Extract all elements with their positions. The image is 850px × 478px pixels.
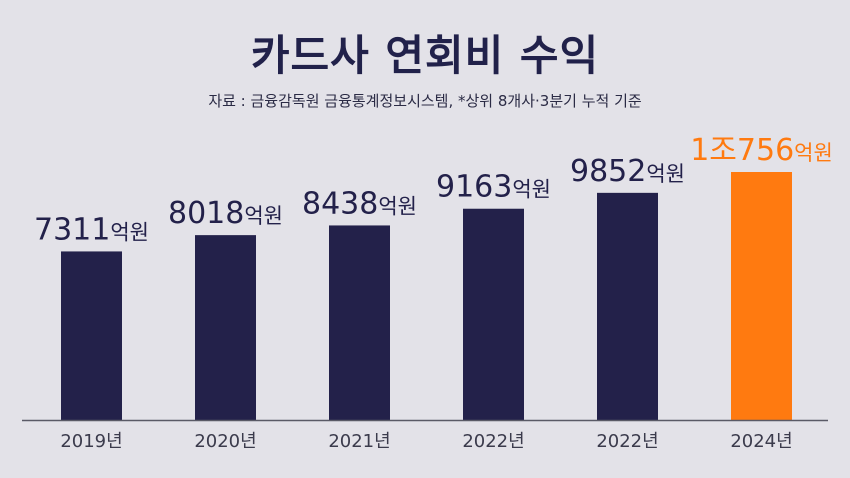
value-label-number: 8438 <box>302 186 378 221</box>
chart-title: 카드사 연회비 수익 <box>250 31 600 80</box>
x-tick-label-2: 2021년 <box>328 431 390 452</box>
bar-2 <box>329 225 390 420</box>
x-tick-label-3: 2022년 <box>462 431 524 452</box>
bars-group <box>61 172 792 420</box>
value-label-2: 8438억원 <box>302 186 417 221</box>
value-label-number: 7311 <box>34 212 110 247</box>
value-label-0: 7311억원 <box>34 212 149 247</box>
x-tick-label-4: 2022년 <box>596 431 658 452</box>
x-tick-label-0: 2019년 <box>60 431 122 452</box>
value-label-4: 9852억원 <box>570 154 685 189</box>
x-tick-label-1: 2020년 <box>194 431 256 452</box>
bar-1 <box>195 235 256 420</box>
value-label-unit: 억원 <box>378 194 417 218</box>
value-label-number: 9163 <box>436 170 512 205</box>
bar-0 <box>61 251 122 420</box>
value-label-unit: 억원 <box>794 141 833 165</box>
value-label-1: 8018억원 <box>168 196 283 231</box>
value-label-3: 9163억원 <box>436 170 551 205</box>
value-label-unit: 억원 <box>110 220 149 244</box>
value-label-unit: 억원 <box>646 162 685 186</box>
bar-3 <box>463 208 524 420</box>
value-label-number: 8018 <box>168 196 244 231</box>
source-note: 자료 : 금융감독원 금융통계정보시스템, *상위 8개사·3분기 누적 기준 <box>208 92 642 110</box>
value-label-number: 9852 <box>570 154 646 189</box>
bar-4 <box>597 192 658 420</box>
bar-5 <box>731 172 792 420</box>
value-label-5: 1조756억원 <box>690 133 833 168</box>
value-label-number: 1조756 <box>690 133 794 168</box>
value-label-unit: 억원 <box>512 178 551 202</box>
x-tick-label-5: 2024년 <box>730 431 792 452</box>
value-label-unit: 억원 <box>244 204 283 228</box>
x-tick-labels-group: 2019년 2020년 2021년 2022년 2022년 2024년 <box>60 431 792 452</box>
